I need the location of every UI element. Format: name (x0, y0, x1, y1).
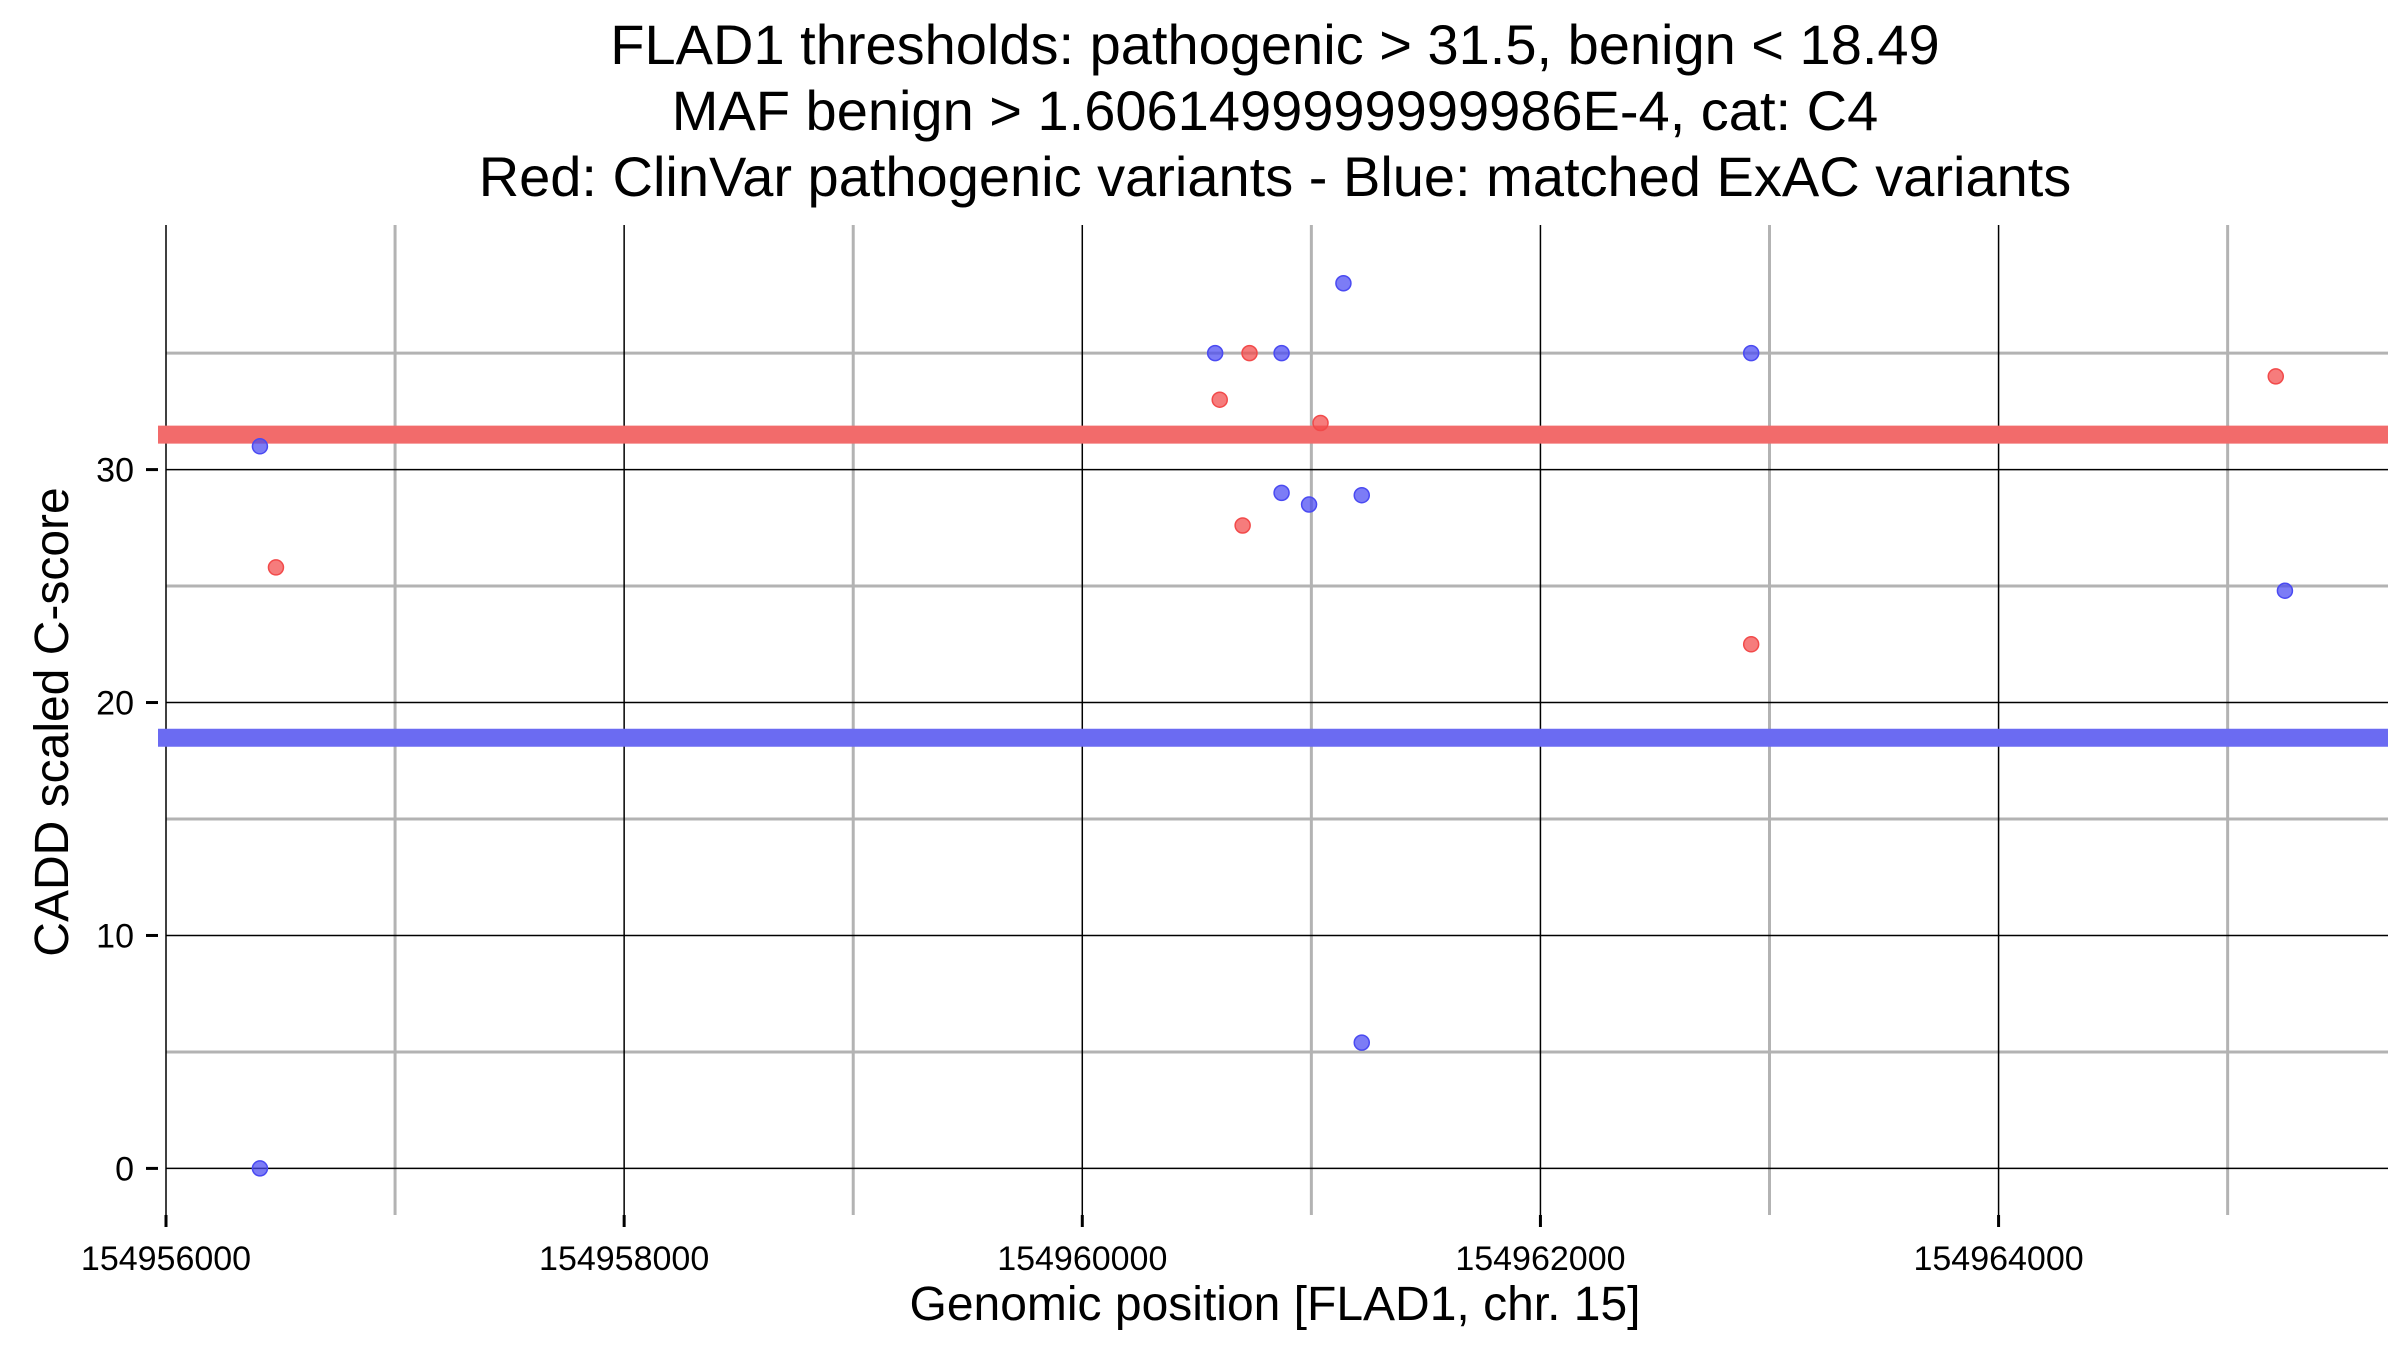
exac-point (1353, 1034, 1371, 1051)
exac-point (1742, 344, 1760, 362)
grid-lines (165, 225, 2388, 1215)
exac-point (251, 1160, 269, 1177)
clinvar-point (1241, 344, 1258, 362)
clinvar-point (1211, 391, 1228, 408)
exac-point (1273, 484, 1290, 502)
title-line-1: FLAD1 thresholds: pathogenic > 31.5, ben… (610, 13, 1939, 76)
clinvar-point (1234, 517, 1251, 534)
threshold-lines (158, 425, 2388, 747)
chart-title: FLAD1 thresholds: pathogenic > 31.5, ben… (479, 13, 2072, 208)
y-tick-label: 0 (115, 1150, 134, 1188)
y-tick-label: 20 (96, 685, 134, 723)
clinvar-point (2267, 368, 2285, 385)
x-tick-label: 154956000 (81, 1240, 251, 1278)
x-tick-label: 154958000 (539, 1240, 709, 1278)
exac-point (1273, 344, 1290, 362)
title-line-3: Red: ClinVar pathogenic variants - Blue:… (479, 145, 2072, 208)
exac-point (251, 438, 269, 455)
y-axis-title: CADD scaled C-score (26, 487, 79, 956)
exac-point (2276, 582, 2294, 599)
x-tick-label: 154960000 (997, 1240, 1167, 1278)
clinvar-point (1742, 636, 1760, 653)
x-tick-label: 154962000 (1455, 1240, 1625, 1278)
clinvar-point (1312, 414, 1329, 432)
y-tick-label: 30 (96, 452, 134, 490)
clinvar-point (267, 559, 285, 576)
title-line-2: MAF benign > 1.6061499999999986E-4, cat:… (672, 79, 1878, 142)
axes: 154956000 154958000 154960000 154962000 1549… (81, 452, 2084, 1278)
exac-point (1300, 496, 1318, 513)
exac-point (1335, 274, 1352, 292)
y-tick-label: 10 (96, 917, 134, 955)
x-tick-label: 154964000 (1913, 1240, 2083, 1278)
data-points (251, 274, 2294, 1177)
exac-point (1353, 486, 1371, 504)
x-axis-title: Genomic position [FLAD1, chr. 15] (909, 1278, 1640, 1331)
exac-point (1206, 344, 1224, 362)
